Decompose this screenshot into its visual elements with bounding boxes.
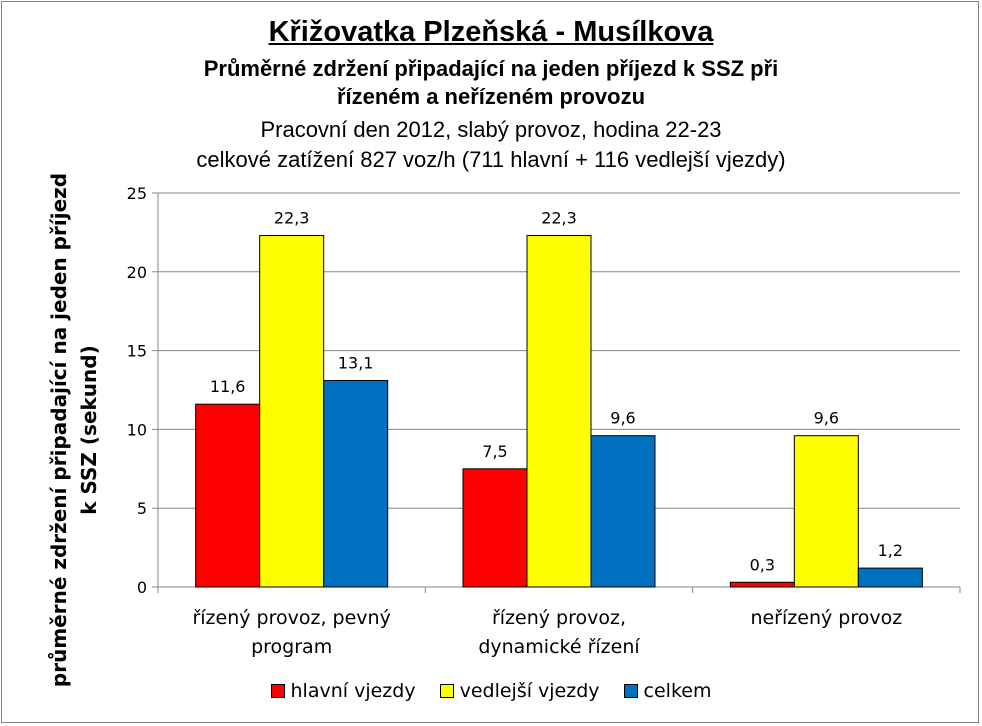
legend-swatch bbox=[439, 684, 454, 698]
bar bbox=[462, 468, 528, 588]
y-axis-label-line-1: průměrné zdržení připadající na jeden př… bbox=[47, 172, 71, 688]
y-axis-label: průměrné zdržení připadající na jeden př… bbox=[44, 173, 104, 687]
y-tick-label: 15 bbox=[127, 342, 147, 361]
y-tick-label: 10 bbox=[127, 420, 147, 439]
x-tick-label-line: řízený provoz, bbox=[491, 607, 627, 629]
x-tick-label-line: řízený provoz, pevný bbox=[192, 607, 391, 629]
legend-item: celkem bbox=[623, 680, 712, 702]
legend: hlavní vjezdy vedlejší vjezdy celkem bbox=[0, 676, 982, 706]
x-tick-label: neřízený provoz bbox=[696, 604, 956, 633]
legend-label: celkem bbox=[643, 680, 712, 702]
x-tick-label-line: neřízený provoz bbox=[750, 607, 903, 629]
legend-item: hlavní vjezdy bbox=[270, 680, 416, 702]
legend-swatch bbox=[270, 684, 285, 698]
bar bbox=[259, 235, 325, 588]
legend-swatch bbox=[623, 684, 638, 698]
data-label: 1,2 bbox=[878, 541, 903, 560]
data-label: 11,6 bbox=[210, 377, 246, 396]
chart-subtitle-line-1: Průměrné zdržení připadající na jeden př… bbox=[203, 56, 779, 81]
chart-subtitle-line-3: Pracovní den 2012, slabý provoz, hodina … bbox=[260, 117, 722, 142]
x-tick-label: řízený provoz, pevný program bbox=[162, 604, 422, 662]
data-label: 22,3 bbox=[274, 209, 310, 228]
x-tick-label-line: program bbox=[251, 636, 333, 658]
y-tick-label: 5 bbox=[137, 499, 147, 518]
y-tick-label: 0 bbox=[137, 578, 147, 597]
bar bbox=[195, 403, 261, 588]
chart-subtitle-line-2: řízeném a neřízeném provozu bbox=[336, 84, 646, 109]
data-label: 9,6 bbox=[610, 409, 635, 428]
legend-label: hlavní vjezdy bbox=[290, 680, 416, 702]
y-axis-label-line-2: k SSZ (sekund) bbox=[77, 345, 101, 515]
bar bbox=[323, 380, 389, 588]
bar bbox=[857, 567, 923, 588]
data-label: 22,3 bbox=[541, 209, 577, 228]
y-tick-label: 25 bbox=[127, 184, 147, 203]
y-tick-label: 20 bbox=[127, 263, 147, 282]
data-label: 9,6 bbox=[814, 409, 839, 428]
legend-label: vedlejší vjezdy bbox=[459, 680, 600, 702]
x-tick-label-line: dynamické řízení bbox=[478, 636, 640, 658]
data-label: 0,3 bbox=[750, 555, 775, 574]
bar bbox=[793, 435, 859, 588]
legend-item: vedlejší vjezdy bbox=[439, 680, 600, 702]
data-label: 7,5 bbox=[482, 442, 507, 461]
bar bbox=[590, 435, 656, 588]
data-label: 13,1 bbox=[338, 354, 374, 373]
x-tick-label: řízený provoz, dynamické řízení bbox=[429, 604, 689, 662]
bar bbox=[526, 235, 592, 588]
bar bbox=[729, 581, 795, 588]
chart-title: Křižovatka Plzeňská - Musílkova bbox=[268, 16, 714, 48]
chart-subtitle-line-4: celkové zatížení 827 voz/h (711 hlavní +… bbox=[196, 147, 786, 172]
